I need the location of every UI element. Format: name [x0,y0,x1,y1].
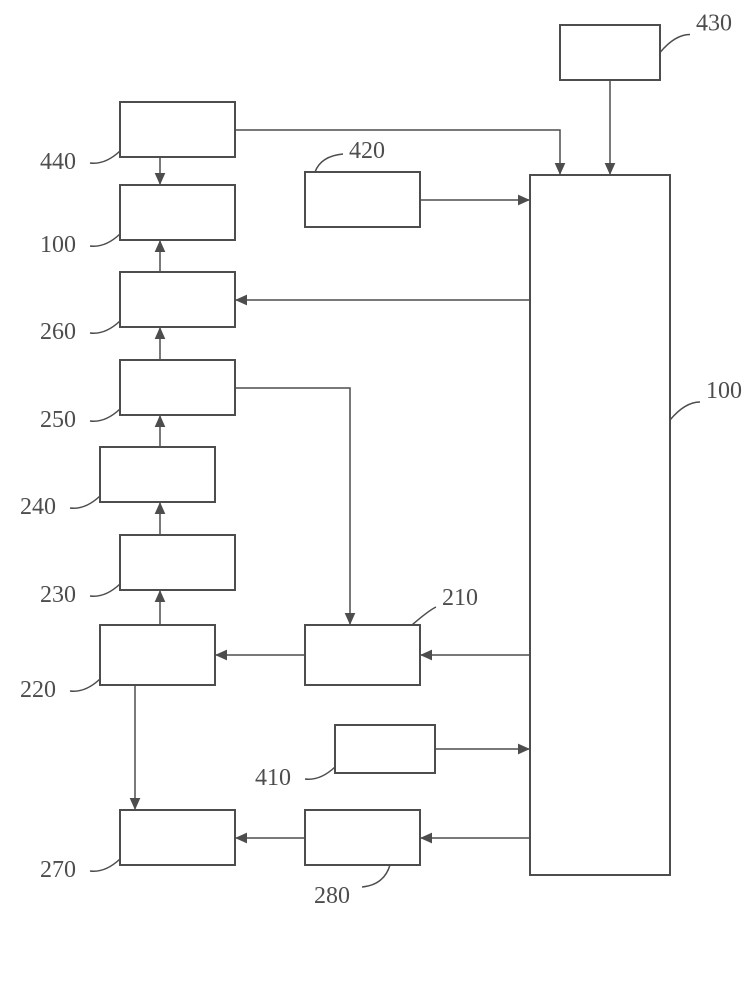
block-n250 [120,360,235,415]
leader-n260 [90,321,120,333]
block-n410 [335,725,435,773]
leader-n100a [90,234,120,246]
label-n440: 440 [40,149,76,175]
label-n220: 220 [20,677,56,703]
diagram-canvas: 430 440 420 100 260 250 240 230 220 210 410 270 280 1… [0,0,755,1000]
block-n430 [560,25,660,80]
label-n250: 250 [40,407,76,433]
leader-n210 [412,607,436,625]
leader-n220 [70,679,100,691]
block-n420 [305,172,420,227]
leader-n440 [90,151,120,163]
leader-n280 [362,865,390,887]
block-n440 [120,102,235,157]
label-n100a: 100 [40,232,76,258]
leader-n230 [90,584,120,596]
block-n280 [305,810,420,865]
block-n240 [100,447,215,502]
leader-n430 [660,35,690,53]
label-n430: 430 [696,11,732,37]
block-n220 [100,625,215,685]
leader-n240 [70,496,100,508]
leader-n100b [670,402,700,420]
label-n240: 240 [20,494,56,520]
block-n270 [120,810,235,865]
label-n280: 280 [314,883,350,909]
label-n420: 420 [349,138,385,164]
leader-n420 [315,154,343,172]
block-n100a [120,185,235,240]
label-n230: 230 [40,582,76,608]
label-n210: 210 [442,585,478,611]
leader-n410 [305,767,335,779]
block-n100b [530,175,670,875]
block-n230 [120,535,235,590]
label-n270: 270 [40,857,76,883]
label-n260: 260 [40,319,76,345]
leader-n270 [90,859,120,871]
block-n210 [305,625,420,685]
label-n100b: 100 [706,378,742,404]
label-n410: 410 [255,765,291,791]
leader-n250 [90,409,120,421]
block-n260 [120,272,235,327]
